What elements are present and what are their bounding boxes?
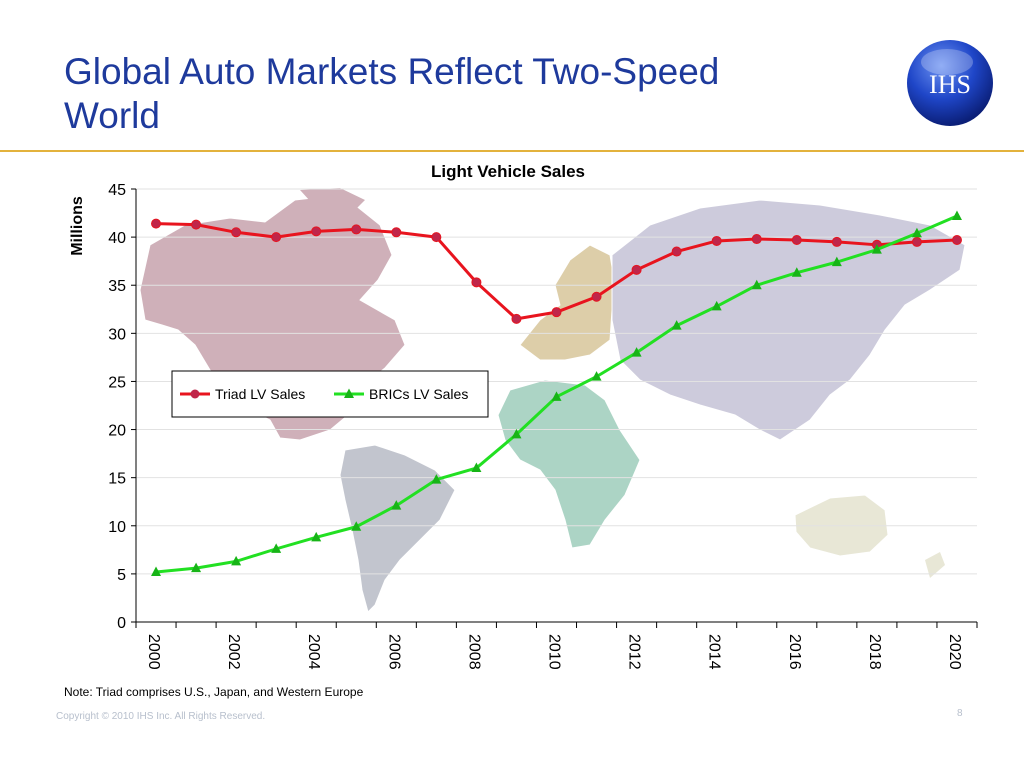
y-tick-label: 15 <box>108 471 126 488</box>
y-tick-label: 35 <box>108 278 126 295</box>
legend-triad-marker <box>190 389 200 399</box>
brics-data-point <box>591 371 602 381</box>
y-tick-label: 40 <box>108 230 126 247</box>
grid-layer <box>136 188 977 575</box>
x-tick-label: 2014 <box>706 634 723 670</box>
brics-data-point <box>311 531 322 542</box>
brics-data-point <box>951 210 962 220</box>
triad-data-point <box>551 307 562 318</box>
legend-brics-label: BRICs LV Sales <box>369 386 468 402</box>
legend-triad-label: Triad LV Sales <box>215 386 305 402</box>
x-tick-label: 2006 <box>385 634 402 670</box>
x-tick-label: 2010 <box>546 634 563 670</box>
triad-data-point <box>231 227 242 238</box>
triad-data-point <box>631 264 642 275</box>
triad-data-point <box>711 235 722 246</box>
brics-data-point <box>711 300 722 311</box>
map-new-zealand <box>925 552 945 578</box>
title-rule <box>0 150 1024 152</box>
logo-text: IHS <box>929 70 971 99</box>
triad-data-point <box>431 232 442 243</box>
x-tick-label: 2018 <box>866 634 883 670</box>
y-tick-label: 10 <box>108 519 126 536</box>
brics-data-point <box>431 474 442 484</box>
triad-data-point <box>191 219 202 230</box>
brics-data-point <box>911 227 922 238</box>
map-africa <box>497 379 641 549</box>
chart-title: Light Vehicle Sales <box>431 162 585 181</box>
series-layer <box>151 210 962 576</box>
map-asia <box>611 199 966 441</box>
legend-box <box>171 370 489 418</box>
triad-data-point <box>671 246 682 257</box>
brics-data-point <box>551 391 562 401</box>
x-tick-label: 2016 <box>786 634 803 670</box>
y-tick-label: 45 <box>108 182 126 199</box>
y-tick-label: 30 <box>108 326 126 343</box>
legend-brics-marker <box>344 388 354 398</box>
page-number: 8 <box>957 708 963 719</box>
brics-data-point <box>751 279 762 290</box>
triad-data-point <box>791 234 802 245</box>
triad-data-point <box>471 277 482 288</box>
brics-data-point <box>191 562 202 573</box>
triad-data-point <box>271 232 282 243</box>
x-tick-label: 2002 <box>225 634 242 670</box>
triad-data-point <box>751 234 762 245</box>
y-axis-label: Millions <box>69 196 86 256</box>
brics-data-point <box>351 521 362 531</box>
footnote: Note: Triad comprises U.S., Japan, and W… <box>64 685 364 699</box>
brics-data-point <box>831 256 842 267</box>
axis-layer: 0 5 10 15 20 25 30 35 40 45 2000 2002 2004 2006 2008 20… <box>108 182 978 670</box>
ihs-logo: IHS <box>907 40 993 126</box>
triad-data-point <box>351 224 362 235</box>
y-tick-label: 5 <box>117 567 126 584</box>
brics-data-point <box>871 244 882 254</box>
y-tick-label: 25 <box>108 374 126 391</box>
x-tick-label: 2004 <box>305 634 322 670</box>
y-tick-label: 0 <box>117 615 126 632</box>
legend-layer: Triad LV Sales BRICs LV Sales <box>171 370 489 418</box>
brics-data-point <box>791 267 802 277</box>
triad-data-point <box>151 218 162 229</box>
x-tick-label: 2000 <box>145 634 162 670</box>
triad-data-point <box>511 313 522 324</box>
triad-data-point <box>911 236 922 247</box>
y-tick-label: 20 <box>108 423 126 440</box>
brics-data-point <box>231 555 242 566</box>
brics-data-point <box>391 500 402 510</box>
copyright-text: Copyright © 2010 IHS Inc. All Rights Res… <box>56 711 266 722</box>
brics-data-point <box>471 462 482 473</box>
brics-data-point <box>151 566 162 576</box>
map-greenland <box>300 188 365 215</box>
map-europe <box>519 244 616 361</box>
triad-data-point <box>311 226 322 237</box>
brics-data-point <box>631 347 642 357</box>
brics-data-point <box>271 543 282 553</box>
triad-data-point <box>591 291 602 302</box>
brics-data-point <box>511 428 522 439</box>
slide-title: Global Auto Markets Reflect Two-Speed Wo… <box>64 51 720 136</box>
x-tick-label: 2008 <box>465 634 482 670</box>
triad-data-point <box>391 227 402 238</box>
brics-data-point <box>671 320 682 330</box>
x-tick-label: 2012 <box>626 634 643 670</box>
triad-data-point <box>831 236 842 247</box>
x-tick-label: 2020 <box>946 634 963 670</box>
triad-data-point <box>951 234 962 245</box>
